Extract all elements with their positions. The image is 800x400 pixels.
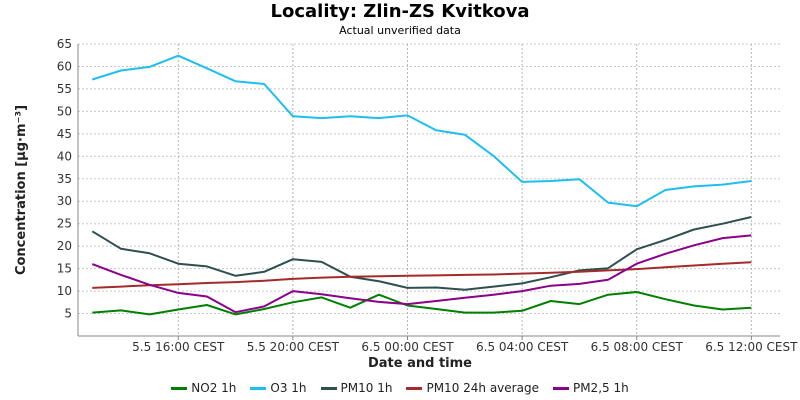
legend-label: PM2,5 1h <box>572 381 629 395</box>
series-line-o3-1h <box>92 54 752 208</box>
legend-label: PM10 1h <box>340 381 393 395</box>
legend-label: O3 1h <box>270 381 307 395</box>
x-tick-label: 6.5 00:00 CEST <box>361 340 454 354</box>
x-tick-label: 5.5 20:00 CEST <box>247 340 340 354</box>
x-tick-label: 6.5 12:00 CEST <box>705 340 798 354</box>
legend-label: NO2 1h <box>191 381 237 395</box>
legend-item-o3-1h: O3 1h <box>250 381 307 395</box>
series-line-pm10-24h-average <box>92 261 752 289</box>
y-tick-label: 50 <box>57 104 72 118</box>
y-tick-label: 15 <box>57 262 72 276</box>
y-tick-label: 30 <box>57 194 72 208</box>
series-line-pm10-1h <box>91 216 752 291</box>
line-chart: 5 10 15 20 25 30 35 40 45 50 55 60 65 5.5 16:00 CEST 5… <box>14 37 798 371</box>
y-tick-label: 10 <box>57 284 72 298</box>
y-tick-label: 35 <box>57 172 72 186</box>
y-tick-label: 40 <box>57 149 72 163</box>
y-tick-label: 5 <box>64 307 72 321</box>
series-line-pm2-5-1h <box>91 234 752 314</box>
legend-swatch <box>320 386 337 390</box>
chart-legend: NO2 1h O3 1h PM10 1h PM10 24h average PM2,5 … <box>0 381 800 395</box>
grid-layer <box>78 43 780 336</box>
legend-label: PM10 24h average <box>426 381 539 395</box>
legend-item-pm10-24h-average: PM10 24h average <box>406 381 539 395</box>
x-tick-label: 6.5 04:00 CEST <box>476 340 569 354</box>
legend-swatch <box>250 386 267 390</box>
chart-subtitle: Actual unverified data <box>339 24 461 37</box>
legend-swatch <box>406 386 423 390</box>
legend-swatch <box>552 386 569 390</box>
legend-item-pm2-5-1h: PM2,5 1h <box>552 381 629 395</box>
x-axis-label: Date and time <box>368 356 472 371</box>
y-tick-label: 25 <box>57 217 72 231</box>
legend-swatch <box>171 386 188 390</box>
y-tick-label: 20 <box>57 239 72 253</box>
legend-item-pm10-1h: PM10 1h <box>320 381 393 395</box>
plot-area <box>78 44 780 336</box>
chart-title: Locality: Zlin-ZS Kvitkova <box>270 1 530 22</box>
series-layer <box>91 54 752 316</box>
legend-item-no2-1h: NO2 1h <box>171 381 236 395</box>
x-tick-label: 6.5 08:00 CEST <box>591 340 684 354</box>
y-tick-label: 65 <box>57 37 72 51</box>
y-tick-label: 60 <box>57 59 72 73</box>
y-tick-label: 55 <box>57 82 72 96</box>
series-line-no2-1h <box>92 291 752 316</box>
x-tick-label: 5.5 16:00 CEST <box>132 340 225 354</box>
y-axis-label: Concentration [µg·m⁻³] <box>14 105 29 275</box>
axis-layer: 5 10 15 20 25 30 35 40 45 50 55 60 65 5.5 16:00 CEST 5… <box>57 37 798 354</box>
y-tick-label: 45 <box>57 127 72 141</box>
